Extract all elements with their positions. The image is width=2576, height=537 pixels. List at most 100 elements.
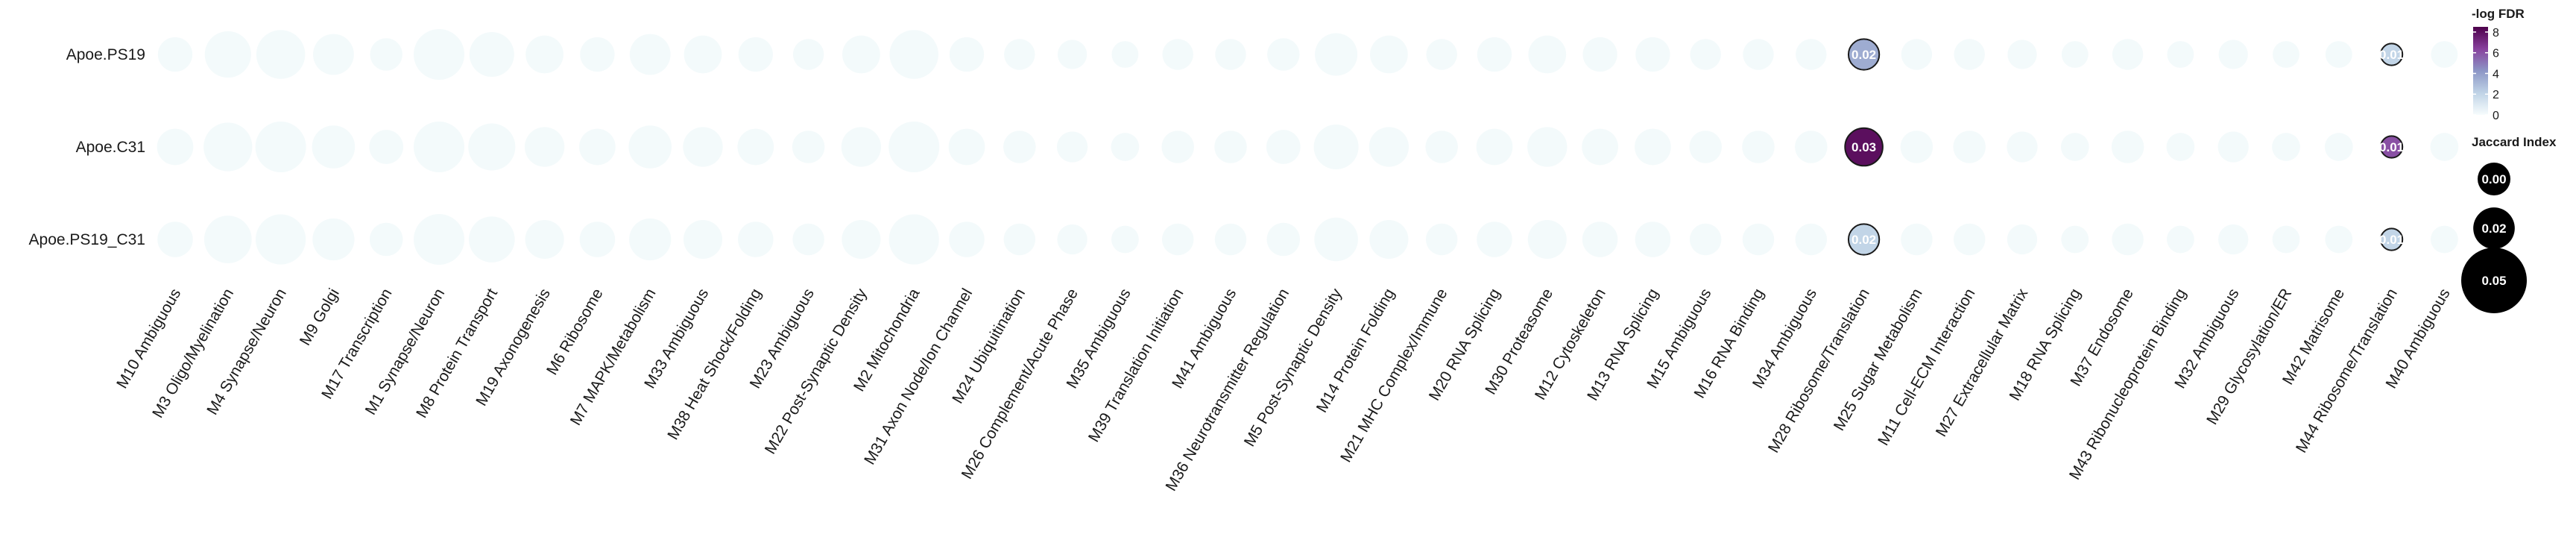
bubble-apoe-ps19-c31-m26-complement-acute-phase [1057, 224, 1087, 255]
bubble-apoe-ps19-c31-m36-neurotransmitter-regulation [1266, 222, 1301, 257]
bubble-apoe-ps19-m7-mapk-metabolism [629, 34, 671, 75]
bubble-apoe-ps19-c31-m34-ambiguous [1795, 223, 1828, 256]
bubble-apoe-ps19-c31-m44-ribosome-translation [2380, 227, 2404, 251]
bubble-label-apoe-ps19-m28-ribosome-translation: 0.02 [1852, 48, 1876, 62]
bubble-apoe-ps19-m19-axonogenesis [525, 35, 564, 74]
bubble-grid: 0.02 0.03 0.02 0.01 0.01 0.01 [157, 29, 2459, 265]
bubble-apoe-ps19-c31-m2-mitochondria [888, 214, 939, 265]
bubble-apoe-c31-m22-post-synaptic-density [841, 127, 882, 167]
size-legend-circle-0-02 [2473, 207, 2515, 249]
bubble-apoe-ps19-m13-rna-splicing [1635, 37, 1670, 72]
bubble-apoe-c31-m41-ambiguous [1214, 131, 1247, 163]
column-label-m39-translation-initiation: M39 Translation Initiation [1085, 286, 1187, 445]
bubble-apoe-ps19-m11-cell-ecm-interaction [1954, 39, 1985, 70]
bubble-apoe-ps19-c31-m19-axonogenesis [525, 219, 564, 260]
bubble-apoe-ps19-c31-m5-post-synaptic-density [1314, 217, 1358, 262]
bubble-apoe-c31-m37-endosome [2111, 131, 2144, 163]
column-label-m9-golgi: M9 Golgi [297, 286, 343, 348]
bubble-apoe-c31-m43-ribonucleoprotein-binding [2166, 133, 2195, 161]
bubble-apoe-ps19-m41-ambiguous [1215, 39, 1246, 70]
bubble-apoe-ps19-c31-m33-ambiguous [683, 219, 723, 260]
bubble-apoe-c31-m29-glycosylation-er [2272, 133, 2300, 161]
bubble-apoe-ps19-m8-protein-transport [469, 31, 514, 78]
bubble-apoe-c31-m42-matrisome [2324, 133, 2353, 161]
column-label-m44-ribosome-translation: M44 Ribosome/Translation [2293, 286, 2401, 456]
bubble-apoe-ps19-m22-post-synaptic-density [842, 35, 880, 74]
bubble-apoe-ps19-c31-m41-ambiguous [1214, 223, 1247, 256]
size-legend-circle-0-00 [2478, 163, 2510, 195]
bubble-apoe-ps19-m6-ribosome [580, 37, 615, 72]
bubble-apoe-ps19-c31-m13-rna-splicing [1635, 222, 1671, 257]
bubble-label-apoe-c31-m44-ribosome-translation: 0.01 [2379, 140, 2404, 154]
bubble-apoe-ps19-c31-m38-heat-shock-folding [738, 222, 774, 257]
size-legend-title: Jaccard Index [2472, 135, 2557, 149]
bubble-apoe-c31-m30-proteasome [1527, 127, 1568, 167]
bubble-apoe-ps19-m15-ambiguous [1690, 39, 1721, 70]
bubble-apoe-ps19-c31-m35-ambiguous [1111, 225, 1139, 254]
bubble-apoe-ps19-c31-m10-ambiguous [157, 222, 193, 257]
bubble-apoe-ps19-c31-m37-endosome [2112, 223, 2144, 256]
bubble-apoe-ps19-m31-axon-node-ion-channel [949, 37, 985, 72]
bubble-apoe-c31-m18-rna-splicing [2060, 133, 2089, 161]
bubble-apoe-c31-m4-synapse-neuron [255, 122, 306, 172]
bubble-apoe-ps19-m28-ribosome-translation [1847, 38, 1881, 71]
bubble-apoe-ps19-c31-m29-glycosylation-er [2272, 225, 2300, 254]
bubble-apoe-ps19-c31-m7-mapk-metabolism [629, 218, 672, 261]
bubble-apoe-c31-m11-cell-ecm-interaction [1953, 131, 1986, 163]
bubble-apoe-ps19-m43-ribonucleoprotein-binding [2167, 41, 2194, 68]
bubble-apoe-c31-m20-rna-splicing [1476, 128, 1513, 166]
bubble-apoe-ps19-m42-matrisome [2325, 41, 2352, 68]
bubble-apoe-ps19-c31-m25-sugar-metabolism [1901, 223, 1933, 256]
bubble-apoe-c31-m12-cytoskeleton [1582, 128, 1618, 166]
bubble-apoe-ps19-m10-ambiguous [157, 37, 193, 72]
bubble-apoe-ps19-m40-ambiguous [2431, 41, 2458, 68]
bubble-apoe-ps19-c31-m28-ribosome-translation [1847, 223, 1881, 256]
bubble-apoe-ps19-c31-m40-ambiguous [2430, 225, 2458, 254]
bubble-apoe-ps19-c31-m42-matrisome [2325, 225, 2353, 254]
bubble-apoe-ps19-m36-neurotransmitter-regulation [1267, 38, 1300, 71]
bubble-apoe-ps19-m29-glycosylation-er [2273, 41, 2299, 68]
bubble-apoe-c31-m44-ribosome-translation [2380, 135, 2404, 159]
bubble-apoe-ps19-m25-sugar-metabolism [1901, 39, 1933, 70]
column-label-m22-post-synaptic-density: M22 Post-Synaptic Density [762, 286, 871, 457]
bubble-apoe-ps19-m38-heat-shock-folding [738, 37, 773, 72]
bubble-apoe-ps19-c31-m31-axon-node-ion-channel [949, 222, 985, 257]
bubble-apoe-ps19-m33-ambiguous [684, 35, 722, 74]
bubble-apoe-c31-m7-mapk-metabolism [628, 125, 672, 169]
bubble-apoe-ps19-m35-ambiguous [1111, 41, 1139, 68]
row-label-apoe-ps19-c31: Apoe.PS19_C31 [29, 231, 145, 248]
color-legend-tick-0: 0 [2493, 110, 2499, 122]
bubble-apoe-c31-m1-synapse-neuron [414, 122, 464, 172]
bubble-apoe-c31-m5-post-synaptic-density [1313, 124, 1359, 170]
bubble-apoe-ps19-m30-proteasome [1528, 35, 1567, 74]
bubble-apoe-ps19-m9-golgi [313, 34, 354, 75]
bubble-apoe-c31-m23-ambiguous [792, 131, 825, 163]
bubble-apoe-c31-m16-rna-binding [1742, 131, 1775, 163]
bubble-apoe-ps19-c31-m43-ribonucleoprotein-binding [2166, 225, 2194, 254]
bubble-apoe-c31-m28-ribosome-translation [1844, 127, 1884, 167]
bubble-apoe-ps19-c31-m21-mhc-complex-immune [1425, 223, 1458, 256]
bubble-apoe-ps19-m4-synapse-neuron [256, 30, 306, 79]
bubble-apoe-c31-m8-protein-transport [468, 123, 516, 171]
bubble-apoe-ps19-m5-post-synaptic-density [1315, 33, 1358, 76]
bubble-apoe-c31-m39-translation-initiation [1161, 131, 1194, 163]
bubble-apoe-ps19-m20-rna-splicing [1477, 37, 1512, 72]
bubble-label-apoe-ps19-c31-m44-ribosome-translation: 0.01 [2379, 233, 2404, 247]
bubble-apoe-ps19-c31-m12-cytoskeleton [1582, 222, 1618, 257]
bubble-apoe-ps19-c31-m4-synapse-neuron [256, 214, 306, 265]
bubble-apoe-c31-m31-axon-node-ion-channel [948, 128, 985, 166]
color-legend-tick-8: 8 [2493, 27, 2499, 40]
bubble-apoe-c31-m26-complement-acute-phase [1056, 131, 1088, 163]
color-legend-title: -log FDR [2472, 7, 2525, 21]
column-label-m38-heat-shock-folding: M38 Heat Shock/Folding [664, 286, 765, 443]
bubble-apoe-ps19-c31-m6-ribosome [579, 222, 616, 257]
bubble-apoe-ps19-c31-m18-rna-splicing [2061, 225, 2089, 254]
bubble-apoe-c31-m27-extracellular-matrix [2007, 131, 2038, 163]
bubble-apoe-ps19-c31-m27-extracellular-matrix [2007, 224, 2038, 255]
bubble-apoe-c31-m6-ribosome [579, 128, 616, 166]
bubble-apoe-c31-m24-ubiquitination [1003, 131, 1036, 163]
bubble-apoe-ps19-m18-rna-splicing [2061, 41, 2089, 68]
size-legend-label-0-05: 0.05 [2481, 274, 2506, 288]
bubble-apoe-c31-m15-ambiguous [1689, 131, 1722, 163]
